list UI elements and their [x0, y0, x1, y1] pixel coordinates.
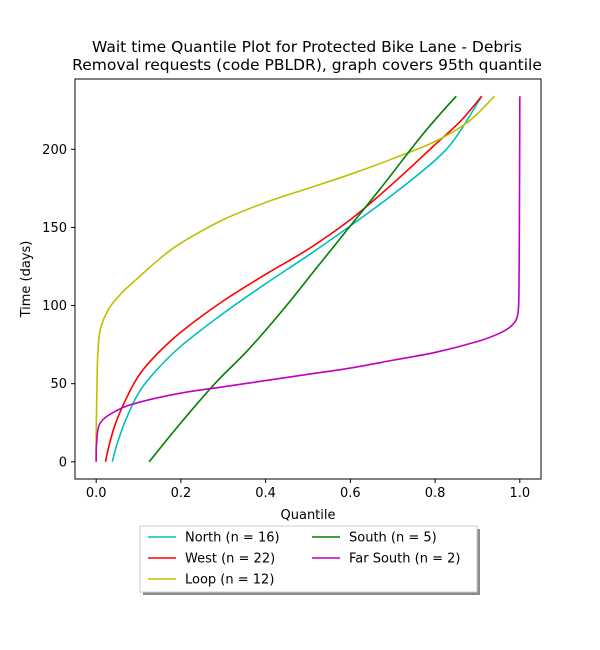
- chart-title-line-2: Removal requests (code PBLDR), graph cov…: [72, 56, 542, 74]
- y-tick-label: 100: [42, 299, 67, 314]
- x-tick-label: 1.0: [509, 486, 530, 501]
- y-tick-label: 200: [42, 143, 67, 158]
- series-line-3: [148, 95, 457, 463]
- y-tick-label: 50: [50, 377, 67, 392]
- legend-box: [139, 525, 478, 593]
- legend: North (n = 16) West (n = 22) Loop (n = 12)…: [139, 525, 480, 595]
- legend-label: Far South (n = 2): [349, 552, 460, 567]
- x-tick-label: 0.0: [86, 486, 107, 501]
- series-layer: [95, 95, 521, 463]
- x-tick-label: 0.8: [425, 486, 446, 501]
- chart-title-line-1: Wait time Quantile Plot for Protected Bi…: [92, 38, 522, 56]
- x-axis-label: Quantile: [281, 508, 336, 523]
- legend-label: West (n = 22): [185, 552, 275, 567]
- legend-label: South (n = 5): [349, 531, 437, 546]
- y-axis-label: Time (days): [19, 241, 34, 319]
- plot-area-frame: [74, 78, 542, 480]
- y-axis-ticks: 0 50 100 150 200: [42, 143, 75, 470]
- x-tick-label: 0.2: [171, 486, 192, 501]
- y-tick-label: 0: [59, 455, 67, 470]
- y-tick-label: 150: [42, 221, 67, 236]
- legend-entries: North (n = 16) West (n = 22) Loop (n = 12)…: [148, 531, 460, 588]
- legend-label: North (n = 16): [185, 531, 280, 546]
- x-tick-label: 0.6: [340, 486, 361, 501]
- series-line-2: [95, 95, 495, 462]
- chart-title: Wait time Quantile Plot for Protected Bi…: [72, 38, 542, 74]
- series-line-1: [104, 95, 483, 462]
- x-axis-ticks: 0.0 0.2 0.4 0.6 0.8 1.0: [86, 479, 530, 501]
- series-line-0: [111, 95, 483, 463]
- legend-label: Loop (n = 12): [185, 573, 274, 588]
- series-line-4: [95, 96, 521, 462]
- x-tick-label: 0.4: [255, 486, 276, 501]
